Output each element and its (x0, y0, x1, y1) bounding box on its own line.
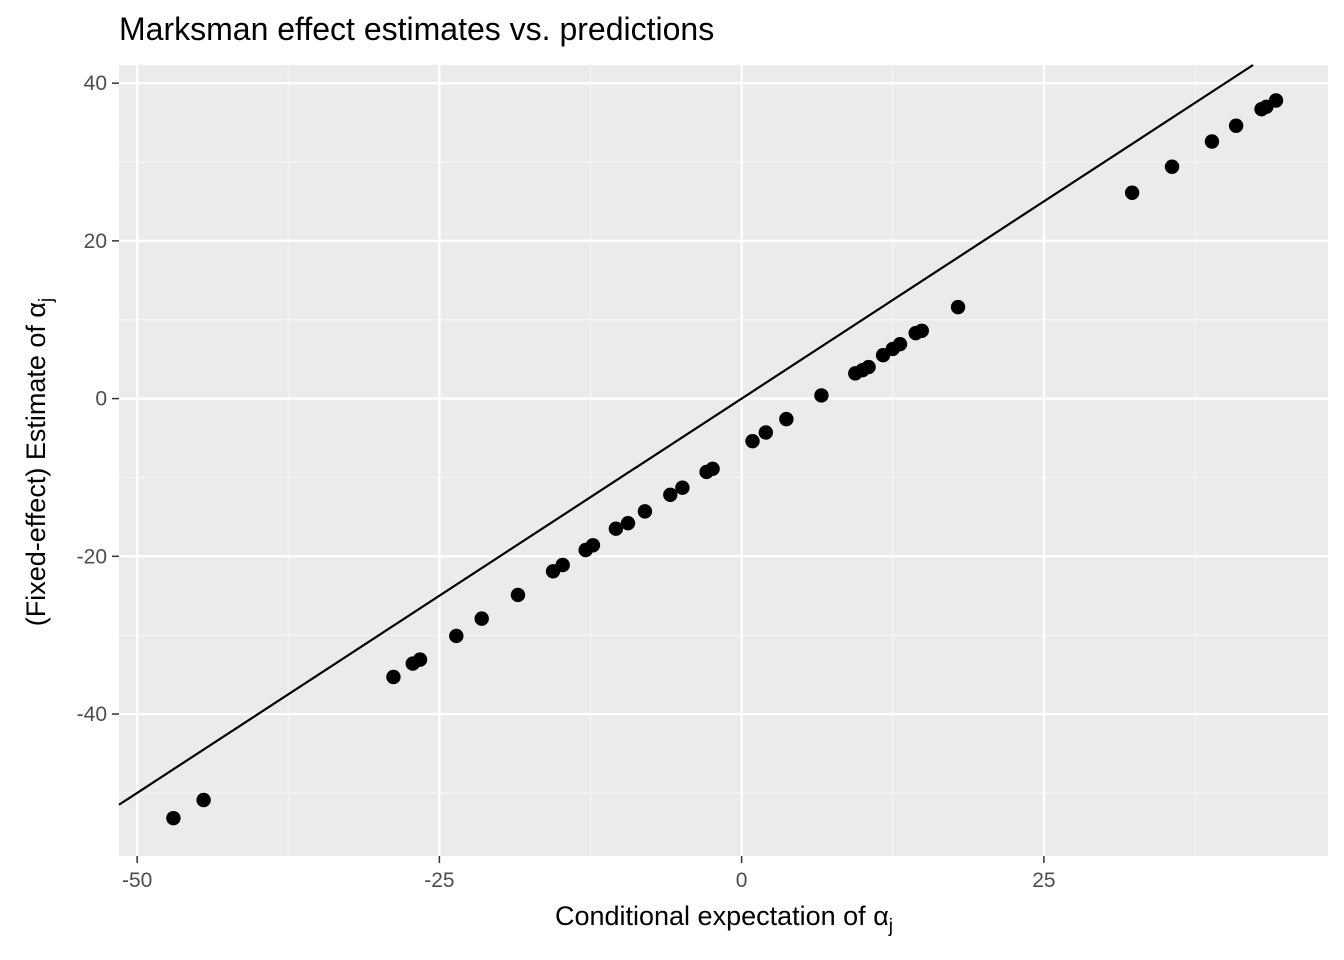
data-point (663, 487, 678, 503)
data-point (608, 521, 624, 536)
data-point (914, 323, 929, 338)
data-point (1228, 118, 1244, 133)
data-point (166, 810, 181, 826)
x-tick-label: -50 (122, 869, 152, 892)
x-axis-title-subscript: j (888, 916, 893, 937)
data-point (510, 587, 526, 603)
y-tick-label: -40 (77, 703, 107, 726)
data-point (585, 538, 601, 553)
y-axis-title-text: (Fixed-effect) Estimate of (21, 325, 51, 627)
data-point (814, 388, 829, 403)
y-tick-label: 0 (95, 388, 107, 411)
x-axis-title: Conditional expectation of αj (555, 901, 893, 937)
data-point (1164, 159, 1180, 174)
data-points (166, 93, 1284, 826)
reference-line-layer (118, 64, 1254, 806)
x-axis-title-symbol: α (873, 901, 889, 931)
x-tick-label: 25 (1032, 869, 1055, 892)
major-gridlines (119, 65, 1328, 856)
data-point (705, 461, 720, 476)
data-point (950, 299, 966, 315)
data-point (861, 359, 876, 375)
data-point (758, 425, 774, 440)
x-axis-title-text: Conditional expectation of (555, 901, 866, 931)
y-tick-label: -20 (77, 545, 107, 568)
data-point (779, 411, 794, 427)
x-tick-label: 0 (736, 869, 748, 892)
y-tick-label: 20 (84, 230, 107, 253)
data-point (675, 480, 690, 495)
data-point (555, 557, 570, 573)
y-axis-title-subscript: j (36, 298, 57, 303)
data-point (196, 792, 211, 808)
data-point (1204, 134, 1220, 149)
y-axis-title: (Fixed-effect) Estimate of αj (21, 298, 57, 626)
data-point (449, 628, 464, 644)
x-tick-label: -25 (424, 869, 454, 892)
minor-gridlines (119, 65, 1328, 856)
data-point (1268, 93, 1284, 108)
data-point (474, 611, 489, 626)
data-point (412, 652, 428, 667)
data-point (745, 433, 760, 449)
data-point (637, 504, 653, 519)
plot-panel (119, 65, 1328, 856)
chart-title: Marksman effect estimates vs. prediction… (119, 11, 714, 47)
reference-line (118, 64, 1254, 806)
data-point (386, 669, 401, 685)
x-axis: -50 -25 0 25 (122, 856, 1056, 892)
data-point (1124, 185, 1140, 200)
data-point (620, 515, 636, 531)
y-axis-title-symbol: α (21, 302, 51, 318)
y-axis: -40 -20 0 20 40 (77, 72, 119, 726)
data-point (892, 336, 908, 352)
y-tick-label: 40 (84, 72, 107, 95)
